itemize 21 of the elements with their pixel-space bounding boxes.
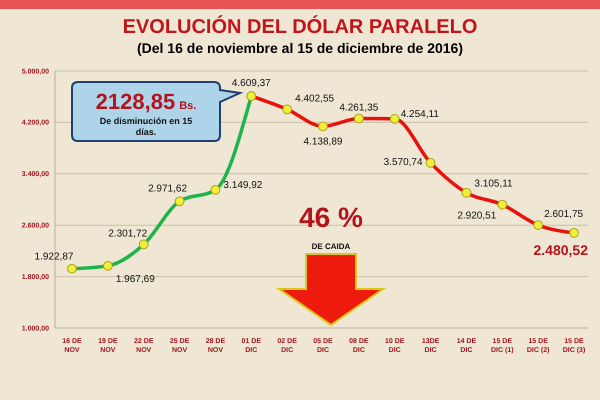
- annotation: 2128,85 Bs.: [96, 89, 196, 114]
- data-label: 2.920,51: [457, 210, 497, 222]
- data-label: 4.138,89: [304, 136, 343, 148]
- data-label: 4.261,35: [339, 102, 379, 114]
- data-label: 2.601,75: [544, 209, 584, 220]
- data-label: 2.301,72: [108, 228, 148, 240]
- chart-subtitle: (Del 16 de noviembre al 15 de diciembre de 2016): [136, 40, 464, 56]
- data-label: 2.480,52: [534, 242, 588, 258]
- annotation: 46 %: [299, 202, 364, 233]
- data-label: 4.402,55: [295, 93, 335, 104]
- data-label: 1.967,69: [116, 274, 156, 285]
- chart-title: EVOLUCIÓN DEL DÓLAR PARALELO: [122, 15, 478, 38]
- data-label: 3.149,92: [223, 180, 263, 191]
- annotation: De disminución en 15 días.: [100, 116, 192, 137]
- data-label: 2.971,62: [148, 183, 188, 194]
- data-label: 3.570,74: [384, 156, 423, 168]
- data-label: 4.254,11: [400, 108, 440, 120]
- data-label: 3.105,11: [474, 178, 514, 190]
- annotation: DE CAIDA: [312, 242, 351, 251]
- data-label: 4.609,37: [232, 78, 272, 90]
- data-label: 1.922,87: [34, 252, 74, 263]
